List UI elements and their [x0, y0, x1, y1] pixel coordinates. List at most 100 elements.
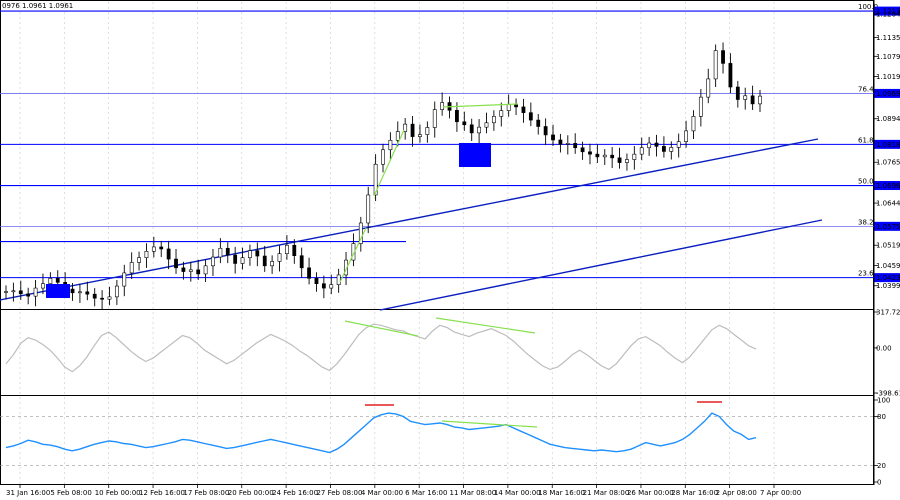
candle-body — [174, 258, 178, 269]
price-label-box — [874, 273, 900, 283]
candle-body — [469, 124, 474, 134]
candle-body — [70, 288, 75, 294]
support-trend-line — [0, 138, 819, 301]
candle-body — [750, 95, 755, 105]
price-tick-label: 1.1019 — [876, 73, 900, 81]
fib-levels: 100.01.1213 76.41.0969 61.81.0818 50.01.069… — [0, 3, 900, 282]
time-tick-label: 14 Mar 00:00 — [494, 489, 541, 497]
time-tick-label: 10 Feb 00:00 — [95, 489, 141, 497]
candle-body — [602, 154, 607, 158]
fib-level-name: 76.4 — [858, 85, 874, 93]
candle-body — [654, 142, 659, 147]
candle-body — [418, 134, 422, 137]
cci-divergence-line — [344, 320, 419, 337]
price-tick-label: 1.0519 — [876, 242, 900, 250]
rsi-divergence-line — [441, 420, 538, 428]
time-tick-label: 2 Apr 08:00 — [716, 489, 757, 497]
candle-body — [462, 121, 467, 126]
candle-body — [684, 130, 688, 142]
rsi-line — [5, 412, 757, 454]
candle-body — [137, 257, 141, 263]
price-label-box — [874, 139, 900, 149]
cci-divergence-line — [435, 317, 536, 334]
candle-body — [248, 250, 252, 259]
time-tick-label: 5 Feb 08:00 — [50, 489, 91, 497]
candle-body — [144, 251, 149, 259]
candle-body — [491, 116, 496, 124]
candle-body — [595, 153, 600, 158]
time-tick-label: 27 Feb 08:00 — [316, 489, 362, 497]
candle-body — [625, 159, 629, 163]
candle-body — [669, 147, 674, 152]
candle-body — [484, 122, 489, 128]
time-tick-label: 31 Jan 16:00 — [6, 489, 50, 497]
fib-level-name: 50.0 — [858, 178, 874, 186]
candle-body — [528, 112, 533, 121]
candle-body — [580, 147, 585, 153]
candle-body — [565, 143, 570, 145]
time-tick-label: 4 Mar 00:00 — [361, 489, 403, 497]
candle-body — [107, 296, 112, 300]
candle-body — [543, 126, 548, 136]
candle-body — [114, 285, 119, 298]
candle-body — [610, 154, 615, 159]
candle-body — [85, 291, 90, 295]
parallel-trend-line — [379, 219, 823, 311]
candle-body — [388, 140, 393, 151]
divergence-line — [442, 103, 519, 108]
price-tick-label: 1.1135 — [876, 34, 900, 42]
candle-body — [203, 265, 208, 275]
marker-box — [46, 284, 70, 298]
candle-body — [285, 244, 289, 254]
candle-body — [92, 293, 97, 299]
time-tick-label: 21 Mar 08:00 — [583, 489, 630, 497]
candle-body — [551, 134, 555, 141]
price-tick-label: 1.0644 — [876, 200, 900, 208]
candle-body — [4, 291, 8, 293]
ohlc-header: 0976 1.0961 1.0961 — [2, 2, 73, 10]
price-tick-label: 1.0765 — [876, 159, 900, 167]
candle-body — [255, 250, 260, 257]
rsi-tick-label: 100 — [877, 397, 890, 405]
price-label-text: 1.0969 — [876, 90, 900, 98]
candle-body — [307, 267, 311, 279]
time-tick-label: 24 Feb 16:00 — [272, 489, 318, 497]
candle-body — [33, 287, 38, 297]
candle-body — [270, 261, 275, 267]
price-label-box — [874, 88, 900, 98]
candle-body — [129, 262, 134, 274]
candle-body — [321, 283, 326, 289]
candle-body — [366, 194, 371, 224]
price-label-text: 1.0696 — [876, 182, 900, 190]
price-label-text: 1.0575 — [876, 223, 900, 231]
candle-body — [18, 290, 23, 295]
rsi-tick-label: 80 — [877, 413, 886, 421]
candle-body — [440, 102, 445, 110]
fib-level-name: 100.0 — [858, 3, 878, 11]
time-tick-label: 11 Mar 08:00 — [450, 489, 497, 497]
candle-body — [588, 151, 592, 155]
candle-body — [373, 163, 378, 196]
time-tick-label: 7 Apr 00:00 — [760, 489, 801, 497]
candle-body — [410, 123, 415, 137]
time-tick-label: 18 Mar 16:00 — [538, 489, 585, 497]
candle-body — [728, 63, 733, 88]
candle-body — [11, 290, 16, 293]
candle-body — [166, 248, 171, 260]
candle-body — [676, 141, 681, 148]
candle-body — [521, 106, 526, 113]
price-label-text: 1.0818 — [876, 141, 900, 149]
candle-body — [477, 126, 481, 134]
candle-body — [647, 142, 652, 149]
candle-body — [225, 247, 230, 256]
candle-body — [26, 293, 31, 297]
fib-level-name: 61.8 — [858, 136, 874, 144]
divergence-line — [373, 129, 405, 197]
candle-body — [100, 297, 104, 300]
cci-tick-label: 0.00 — [876, 344, 892, 352]
time-tick-label: 6 Mar 16:00 — [405, 489, 447, 497]
candle-body — [292, 244, 297, 256]
price-tick-label: 1.0894 — [876, 115, 900, 123]
